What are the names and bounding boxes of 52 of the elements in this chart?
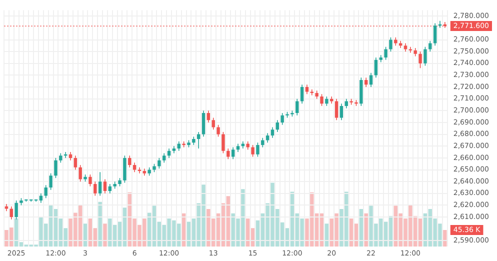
candlestick (305, 84, 309, 95)
candlestick (226, 148, 230, 160)
candlestick (54, 158, 58, 178)
candlestick (216, 124, 220, 138)
candlestick (374, 57, 378, 78)
candlestick (74, 155, 78, 170)
candlestick (424, 46, 427, 66)
candlestick (251, 144, 254, 158)
candlestick (202, 110, 206, 138)
candlestick (206, 110, 210, 123)
candlestick (231, 146, 235, 160)
candlestick (296, 98, 299, 116)
candlestick (384, 46, 388, 60)
candlestick (78, 164, 82, 182)
bar (443, 230, 447, 247)
candlestick (49, 172, 52, 190)
candlestick (408, 46, 412, 54)
candlestick (340, 103, 344, 121)
candlestick (162, 152, 166, 164)
candlestick (158, 158, 161, 169)
candlestick (212, 117, 215, 130)
candlestick (103, 178, 107, 194)
bar (103, 224, 107, 247)
candlestick (261, 137, 264, 148)
candlestick (418, 51, 422, 69)
candlestick (98, 172, 102, 196)
bar (83, 224, 88, 247)
candlestick (88, 174, 92, 187)
candlestick (123, 155, 126, 184)
candlestick (433, 22, 437, 46)
bar (324, 224, 329, 247)
candlestick (132, 162, 136, 173)
candlestick (128, 155, 132, 168)
candlestick (369, 72, 373, 88)
candlestick (276, 120, 280, 132)
candlestick (256, 142, 260, 158)
candlestick (320, 94, 324, 106)
candlestick (389, 36, 392, 52)
candlestick (270, 126, 274, 138)
candlestick (94, 181, 97, 196)
candlestick (334, 98, 338, 121)
candlestick (325, 96, 328, 106)
candlestick (44, 184, 48, 199)
candlestick (59, 152, 62, 164)
candlestick (344, 98, 348, 109)
candlestick (360, 77, 363, 106)
candlestick (222, 132, 225, 154)
candlestick (300, 84, 304, 104)
candlestick (280, 112, 284, 126)
candlestick (10, 206, 13, 220)
bar (98, 202, 102, 247)
bar (364, 213, 368, 247)
